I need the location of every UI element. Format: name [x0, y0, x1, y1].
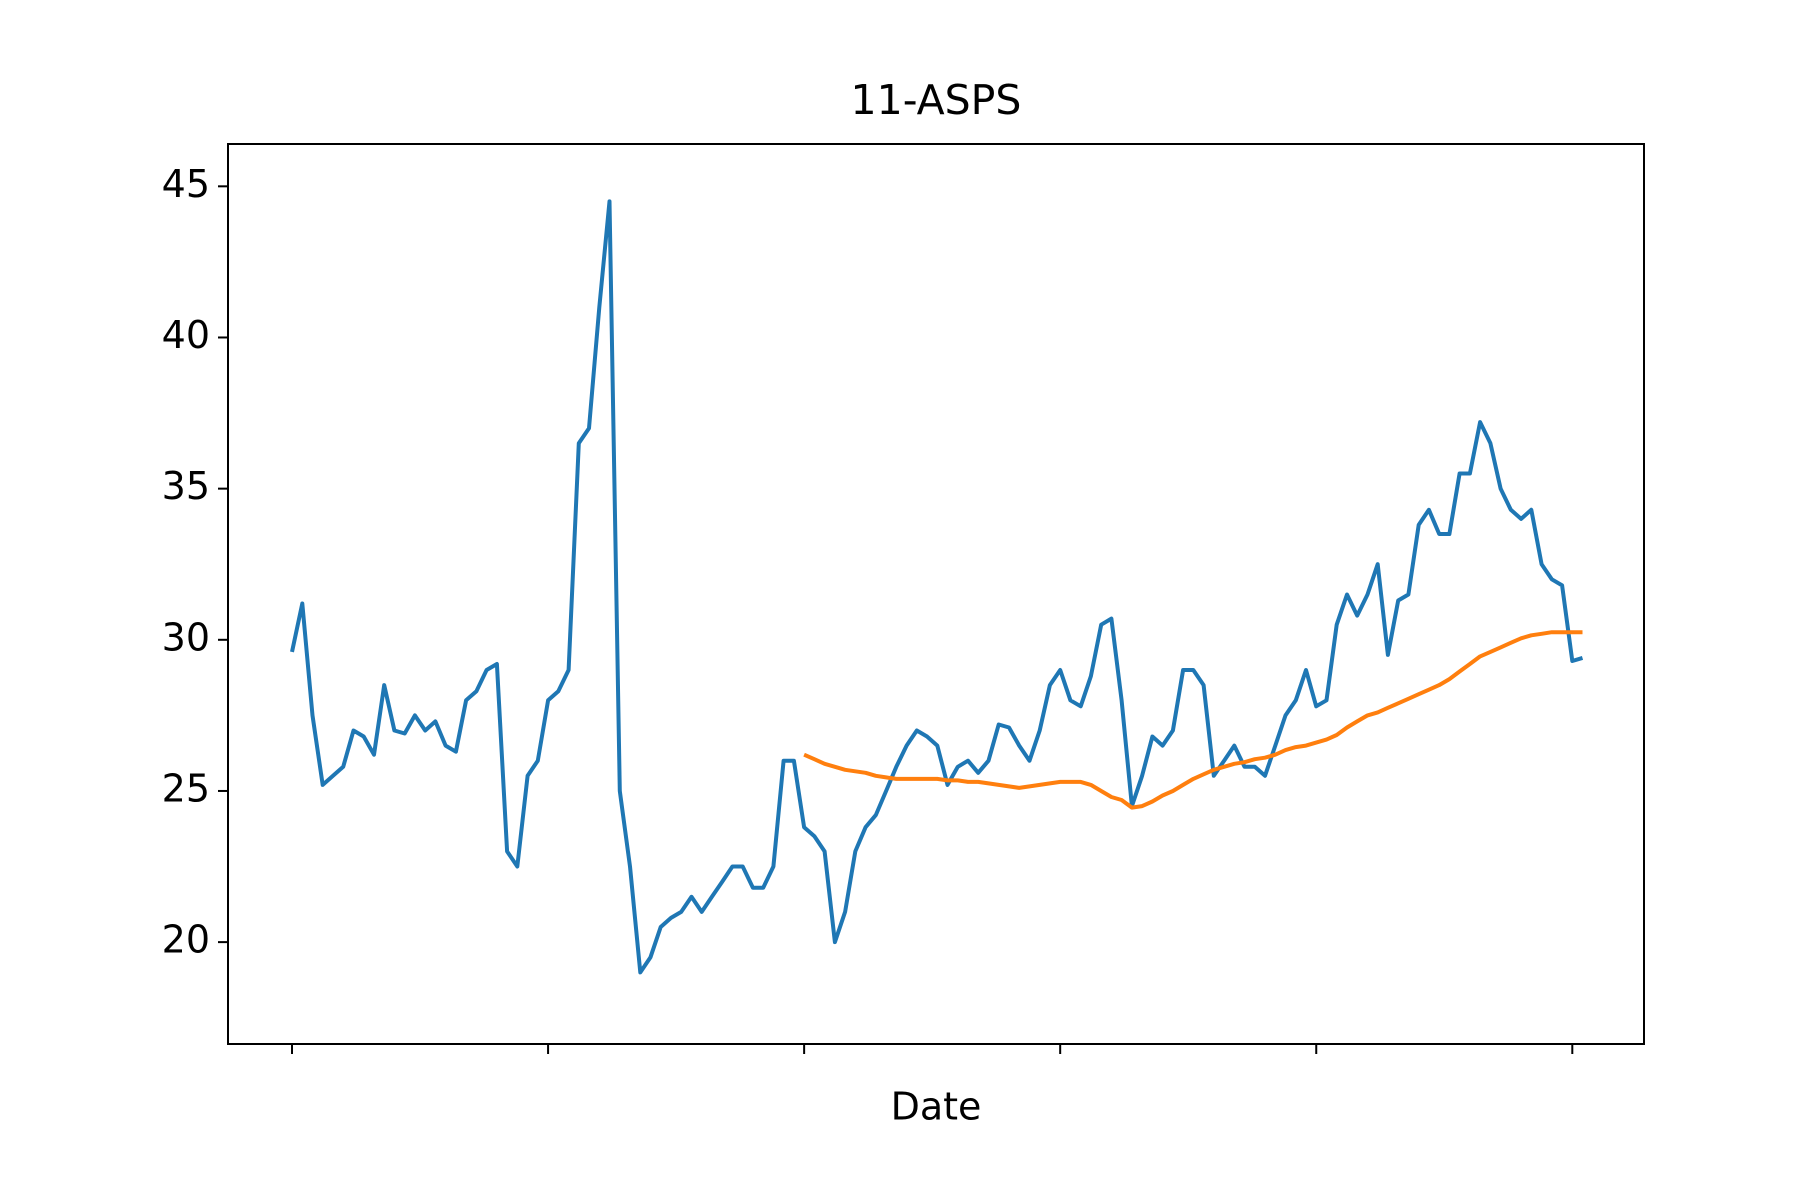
- y-tick-label: 30: [162, 615, 210, 659]
- y-tick-label: 35: [162, 464, 210, 508]
- y-tick-label: 25: [162, 766, 210, 810]
- y-tick-label: 40: [162, 313, 210, 357]
- line-series: [803, 630, 1583, 810]
- x-axis-label: Date: [891, 1085, 982, 1129]
- y-tick-label: 45: [162, 162, 210, 206]
- plot-frame: [227, 143, 1645, 1045]
- y-tick-label: 20: [162, 918, 210, 962]
- line-series: [290, 199, 1584, 975]
- chart-title: 11-ASPS: [851, 76, 1022, 124]
